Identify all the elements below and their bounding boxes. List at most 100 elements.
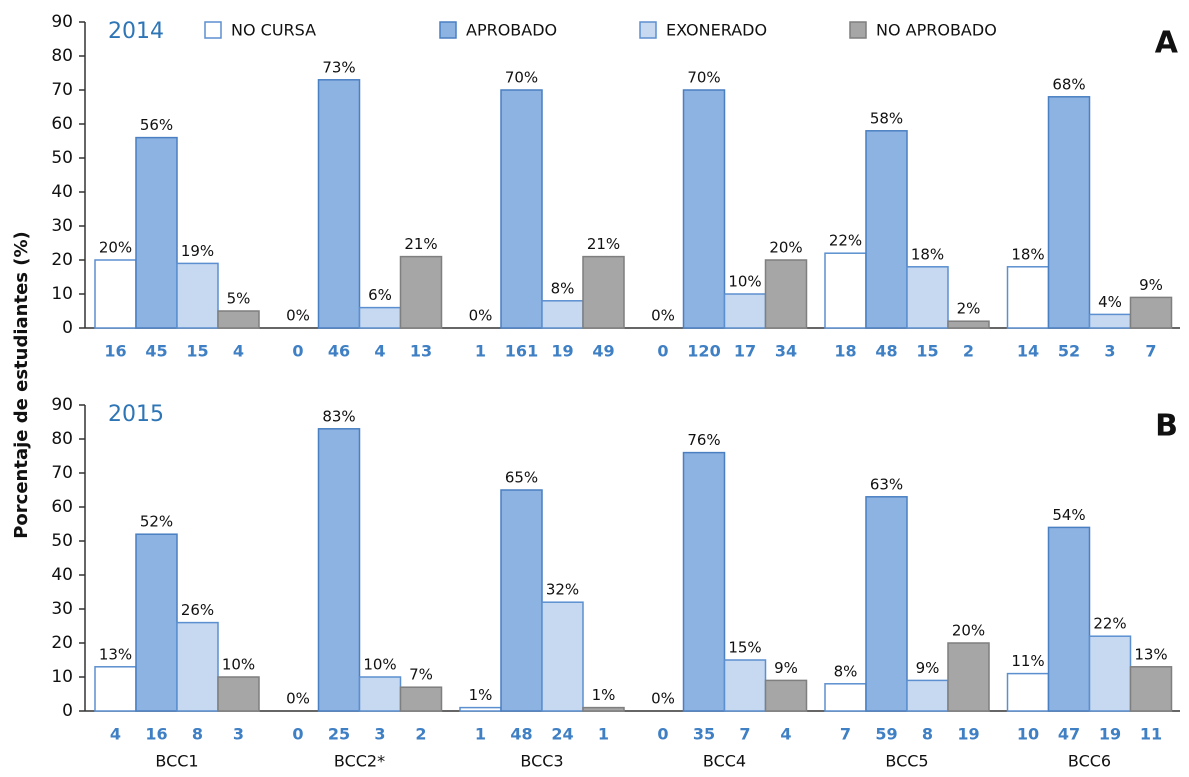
value-label: 22%: [829, 232, 862, 250]
y-axis-label: Porcentaje de estudiantes (%): [11, 231, 32, 539]
value-label: 65%: [505, 469, 538, 487]
count-label: 161: [505, 342, 538, 361]
bar: [947, 642, 990, 712]
bar: [358, 676, 402, 712]
value-label: 63%: [870, 475, 903, 493]
count-label: 46: [328, 342, 350, 361]
bar: [582, 706, 625, 712]
bar: [906, 266, 949, 329]
panel-title: 2015: [108, 402, 164, 427]
value-label: 18%: [1011, 245, 1044, 263]
bar: [135, 136, 178, 329]
y-tick-label: 10: [51, 284, 73, 304]
bar: [906, 679, 949, 712]
count-label: 4: [374, 342, 385, 361]
bar: [176, 262, 219, 329]
value-label: 8%: [834, 662, 858, 680]
count-label: 2: [415, 725, 426, 744]
value-label: 18%: [911, 245, 944, 263]
panel-label: B: [1155, 409, 1178, 444]
x-tick-label: BCC1: [155, 752, 198, 771]
count-label: 16: [104, 342, 126, 361]
bar: [1006, 266, 1050, 329]
count-label: 59: [875, 725, 897, 744]
value-label: 2%: [957, 300, 981, 318]
count-label: 4: [233, 342, 244, 361]
y-tick-label: 20: [51, 250, 73, 270]
count-label: 7: [840, 725, 851, 744]
count-label: 48: [875, 342, 897, 361]
legend-swatch: [439, 21, 457, 39]
value-label: 20%: [99, 239, 132, 257]
bar: [399, 686, 443, 712]
value-label: 8%: [551, 279, 575, 297]
count-label: 14: [1017, 342, 1039, 361]
bar: [135, 533, 178, 712]
y-tick-label: 40: [51, 565, 73, 585]
y-tick-label: 0: [62, 318, 73, 338]
bar: [94, 259, 137, 329]
value-label: 0%: [286, 307, 310, 325]
bar: [682, 451, 726, 712]
x-tick-label: BCC2*: [334, 752, 385, 771]
bar: [176, 621, 219, 712]
y-tick-label: 60: [51, 497, 73, 517]
value-label: 0%: [286, 690, 310, 708]
count-label: 45: [145, 342, 167, 361]
count-label: 0: [657, 725, 668, 744]
y-tick-label: 30: [51, 599, 73, 619]
panel-title: 2014: [108, 19, 164, 44]
count-label: 49: [592, 342, 614, 361]
value-label: 5%: [227, 290, 251, 308]
bar: [1047, 96, 1091, 329]
value-label: 13%: [1134, 645, 1167, 663]
count-label: 3: [233, 725, 244, 744]
value-label: 56%: [140, 116, 173, 134]
y-tick-label: 80: [51, 46, 73, 66]
bar: [1088, 635, 1132, 712]
count-label: 18: [834, 342, 856, 361]
value-label: 1%: [592, 686, 616, 704]
count-label: 3: [374, 725, 385, 744]
y-tick-label: 60: [51, 114, 73, 134]
y-tick-label: 90: [51, 395, 73, 415]
bar: [541, 300, 584, 329]
bar: [500, 89, 543, 329]
count-label: 47: [1058, 725, 1080, 744]
y-tick-label: 50: [51, 148, 73, 168]
y-tick-label: 70: [51, 80, 73, 100]
bar: [317, 428, 361, 712]
value-label: 76%: [687, 431, 720, 449]
bar: [399, 255, 443, 329]
bar: [824, 683, 867, 712]
legend-label: NO CURSA: [231, 21, 316, 40]
count-label: 2: [963, 342, 974, 361]
count-label: 8: [922, 725, 933, 744]
y-tick-label: 20: [51, 633, 73, 653]
bar: [723, 659, 767, 712]
value-label: 32%: [546, 581, 579, 599]
count-label: 35: [693, 725, 715, 744]
value-label: 10%: [222, 656, 255, 674]
bar: [500, 489, 543, 712]
panel-label: A: [1155, 26, 1179, 61]
legend-label: NO APROBADO: [876, 21, 997, 40]
value-label: 11%: [1011, 652, 1044, 670]
count-label: 1: [475, 725, 486, 744]
value-label: 6%: [368, 286, 392, 304]
x-tick-label: BCC6: [1068, 752, 1111, 771]
value-label: 70%: [505, 69, 538, 87]
value-label: 22%: [1093, 615, 1126, 633]
count-label: 19: [551, 342, 573, 361]
bar: [865, 496, 908, 712]
value-label: 21%: [587, 235, 620, 253]
count-label: 13: [410, 342, 432, 361]
bar: [764, 679, 808, 712]
bar: [217, 676, 260, 712]
count-label: 8: [192, 725, 203, 744]
count-label: 0: [292, 725, 303, 744]
value-label: 20%: [952, 622, 985, 640]
bar: [582, 255, 625, 329]
legend-label: APROBADO: [466, 21, 557, 40]
bar: [358, 306, 402, 329]
